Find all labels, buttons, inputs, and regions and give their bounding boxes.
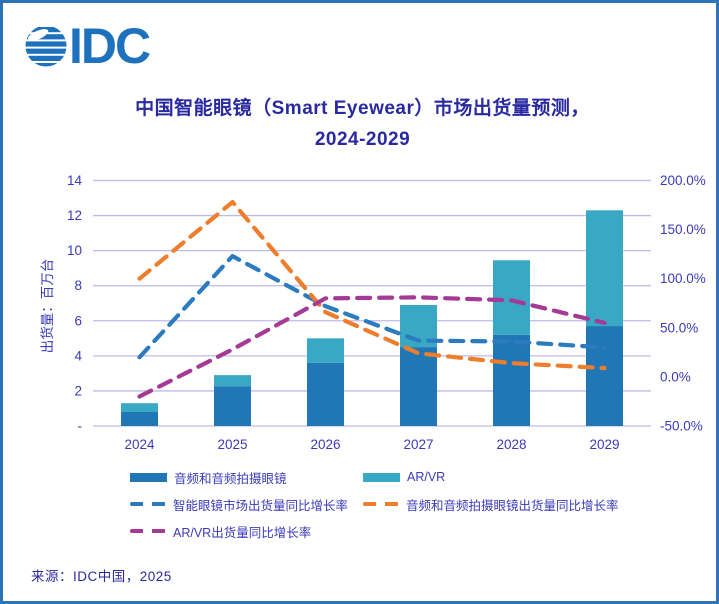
- bar-audio-2029: [586, 326, 623, 426]
- right-axis-tick: 200.0%: [660, 173, 706, 188]
- idc-logo: IDC: [25, 19, 152, 74]
- legend-item-audio-glasses: 音频和音频拍摄眼镜: [130, 469, 287, 486]
- left-axis-tick: 4: [74, 348, 82, 363]
- x-axis-tick: 2026: [310, 437, 340, 452]
- bar-arvr-2025: [214, 375, 251, 387]
- left-axis-tick: 12: [67, 208, 82, 223]
- legend-label: 智能眼镜市场出货量同比增长率: [173, 498, 349, 513]
- legend-item-arvr-growth: AR/VR出货量同比增长率: [130, 523, 312, 540]
- legend-label: 音频和音频拍摄眼镜: [174, 471, 287, 486]
- bar-audio-2024: [121, 411, 158, 426]
- chart-title-line1: 中国智能眼镜（Smart Eyewear）市场出货量预测，: [135, 98, 590, 119]
- idc-globe-icon: [25, 27, 67, 67]
- idc-logo-text: IDC: [69, 19, 150, 74]
- shipment-forecast-plot: - 2 4 6 8 10 12 14 -50.0% 0.0% 50.0% 100.0% 150.0% 20…: [67, 173, 706, 452]
- source-note: 来源：IDC中国，2025: [31, 569, 172, 584]
- legend-item-arvr: AR/VR: [363, 469, 445, 485]
- right-axis-tick: 150.0%: [660, 222, 706, 237]
- x-axis-tick: 2029: [589, 437, 619, 452]
- legend-item-market-growth: 智能眼镜市场出货量同比增长率: [130, 496, 349, 513]
- growth-line-0: [137, 254, 607, 360]
- legend-label: 音频和音频拍摄眼镜出货量同比增长率: [406, 498, 619, 513]
- right-axis-tick: 0.0%: [660, 369, 691, 384]
- x-axis-tick: 2025: [217, 437, 247, 452]
- bar-arvr-2024: [121, 403, 158, 412]
- bar-arvr-2028: [493, 260, 530, 335]
- x-axis-tick: 2027: [403, 437, 433, 452]
- left-axis-tick: 14: [67, 173, 83, 188]
- x-axis-tick: 2028: [496, 437, 526, 452]
- left-axis-tick: 2: [74, 383, 82, 398]
- left-axis-tick: -: [78, 419, 83, 434]
- left-axis-tick: 8: [74, 278, 82, 293]
- right-axis-tick: 100.0%: [660, 271, 706, 286]
- growth-line-2: [137, 295, 607, 399]
- chart-title-line2: 2024-2029: [314, 129, 411, 150]
- bar-audio-2025: [214, 386, 251, 426]
- left-axis-tick: 10: [67, 243, 82, 258]
- right-axis-tick: 50.0%: [660, 320, 698, 335]
- right-axis-tick: -50.0%: [660, 419, 703, 434]
- x-axis-tick: 2024: [124, 437, 155, 452]
- left-axis-tick: 6: [74, 313, 82, 328]
- bar-arvr-2029: [586, 210, 623, 327]
- legend-swatch-audio-growth: [363, 501, 399, 507]
- bar-arvr-2026: [307, 338, 344, 363]
- legend-swatch-market-growth: [130, 501, 166, 507]
- chart-title: 中国智能眼镜（Smart Eyewear）市场出货量预测， 2024-2029: [3, 93, 716, 155]
- growth-line-1: [137, 200, 607, 371]
- bar-audio-2027: [400, 347, 437, 426]
- legend-swatch-audio-glasses: [130, 472, 167, 482]
- legend-swatch-arvr-growth: [130, 528, 166, 534]
- legend-label: AR/VR: [407, 470, 446, 484]
- legend-label: AR/VR出货量同比增长率: [173, 525, 312, 540]
- legend-swatch-arvr: [363, 472, 400, 482]
- bar-audio-2026: [307, 362, 344, 426]
- bar-audio-2028: [493, 334, 530, 426]
- legend-item-audio-growth: 音频和音频拍摄眼镜出货量同比增长率: [363, 496, 619, 513]
- y-axis-title: 出货量：百万台: [40, 258, 55, 354]
